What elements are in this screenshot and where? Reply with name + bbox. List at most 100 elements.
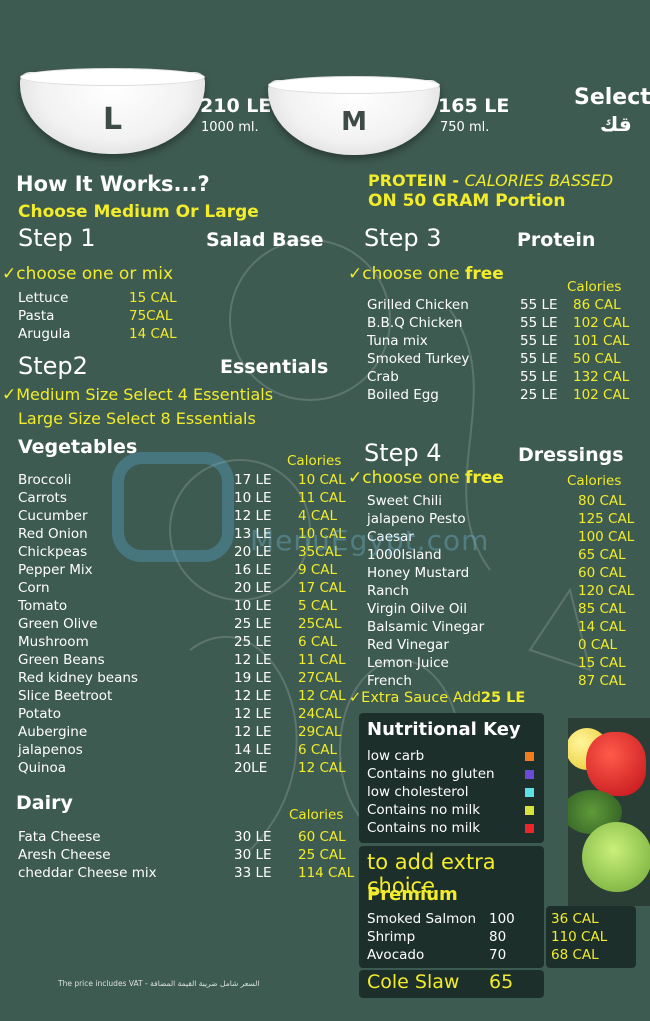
item-calories: 87 CAL	[578, 673, 626, 689]
list-item: Smoked Salmon 100 36 CAL	[367, 910, 637, 928]
item-name: Caesar	[367, 529, 414, 545]
item-calories: 14 CAL	[129, 326, 177, 342]
how-it-works-subtitle: Choose Medium Or Large	[18, 202, 259, 222]
cole-slaw-label: Cole Slaw	[367, 971, 460, 993]
item-calories: 10 CAL	[298, 472, 346, 488]
item-calories: 68 CAL	[551, 947, 599, 963]
item-price: 25 LE	[234, 616, 272, 632]
legend-label: low cholesterol	[367, 784, 469, 800]
step1-instruction-row: ✓choose one or mix	[2, 264, 173, 284]
medium-size-volume: 750 ml.	[440, 120, 490, 135]
protein-note-line1: PROTEIN - CALORIES BASSED	[368, 171, 613, 190]
legend-label: Contains no milk	[367, 820, 481, 836]
item-calories: 85 CAL	[578, 601, 626, 617]
item-calories: 101 CAL	[573, 333, 630, 349]
checkmark-icon: ✓	[349, 690, 362, 706]
list-item: Fata Cheese 30 LE 60 CAL	[18, 828, 348, 846]
select-heading: Select	[574, 85, 650, 110]
item-price: 16 LE	[234, 562, 272, 578]
legend-color-swatch	[525, 770, 534, 779]
item-name: Grilled Chicken	[367, 297, 469, 313]
item-calories: 15 CAL	[578, 655, 626, 671]
item-name: Aresh Cheese	[18, 847, 111, 863]
item-name: Sweet Chili	[367, 493, 443, 509]
legend-color-swatch	[525, 806, 534, 815]
list-item: Cucumber 12 LE 4 CAL	[18, 507, 348, 525]
dressing-list: Sweet Chili 80 CAL jalapeno Pesto 125 CAL Ca…	[367, 492, 637, 692]
item-name: Red Onion	[18, 526, 88, 542]
list-item: 1000Island 65 CAL	[367, 546, 637, 564]
item-name: jalapeno Pesto	[367, 511, 466, 527]
item-price: 12 LE	[234, 688, 272, 704]
medium-bowl-letter: M	[341, 107, 367, 137]
step4-label: Step 4	[364, 439, 442, 467]
nutritional-key-panel: Nutritional Key low carb Contains no glut…	[359, 713, 544, 843]
list-item: Avocado 70 68 CAL	[367, 946, 637, 964]
nutritional-key-title: Nutritional Key	[367, 719, 521, 740]
item-price: 55 LE	[520, 369, 558, 385]
list-item: Quinoa 20LE 12 CAL	[18, 759, 348, 777]
item-calories: 102 CAL	[573, 315, 630, 331]
item-calories: 12 CAL	[298, 760, 346, 776]
checkmark-icon: ✓	[2, 264, 17, 284]
dairy-title: Dairy	[16, 792, 73, 814]
item-name: Broccoli	[18, 472, 72, 488]
item-calories: 27CAL	[298, 670, 342, 686]
checkmark-icon: ✓	[348, 468, 363, 488]
item-calories: 10 CAL	[298, 526, 346, 542]
item-calories: 15 CAL	[129, 290, 177, 306]
protein-note-calories: CALORIES BASSED	[464, 171, 614, 190]
item-name: Virgin Oilve Oil	[367, 601, 468, 617]
large-bowl-image: L	[20, 68, 205, 154]
step1-label: Step 1	[18, 224, 96, 252]
list-item: B.B.Q Chicken 55 LE 102 CAL	[367, 314, 637, 332]
step1-title: Salad Base	[206, 229, 324, 251]
item-price: 25 LE	[520, 387, 558, 403]
step2-instruction-2: Large Size Select 8 Essentials	[18, 409, 256, 428]
list-item: Arugula 14 CAL	[18, 325, 198, 343]
list-item: Red Onion 13 LE 10 CAL	[18, 525, 348, 543]
item-name: Pasta	[18, 308, 55, 324]
step3-label: Step 3	[364, 224, 442, 252]
large-size-price: 210 LE	[200, 95, 272, 117]
item-name: Shrimp	[367, 929, 416, 945]
item-price: 100	[489, 911, 515, 927]
item-price: 13 LE	[234, 526, 272, 542]
legend-item: low carb	[367, 747, 537, 765]
item-name: Mushroom	[18, 634, 89, 650]
item-price: 20 LE	[234, 544, 272, 560]
item-name: Chickpeas	[18, 544, 88, 560]
item-name: Pepper Mix	[18, 562, 93, 578]
list-item: Pasta 75CAL	[18, 307, 198, 325]
item-price: 10 LE	[234, 598, 272, 614]
vegetables-title: Vegetables	[18, 436, 138, 458]
item-calories: 65 CAL	[578, 547, 626, 563]
item-calories: 5 CAL	[298, 598, 338, 614]
item-price: 17 LE	[234, 472, 272, 488]
step1-instruction: choose one or mix	[16, 264, 174, 284]
list-item: Broccoli 17 LE 10 CAL	[18, 471, 348, 489]
protein-note-label: PROTEIN -	[368, 171, 465, 190]
item-name: Crab	[367, 369, 399, 385]
item-calories: 86 CAL	[573, 297, 621, 313]
legend-color-swatch	[525, 824, 534, 833]
item-price: 12 LE	[234, 652, 272, 668]
list-item: Smoked Turkey 55 LE 50 CAL	[367, 350, 637, 368]
item-name: cheddar Cheese mix	[18, 865, 157, 881]
list-item: Grilled Chicken 55 LE 86 CAL	[367, 296, 637, 314]
item-calories: 29CAL	[298, 724, 342, 740]
extra-choice-list: Smoked Salmon 100 36 CAL Shrimp 80 110 CAL Avo…	[367, 910, 637, 966]
vegetables-list: Broccoli 17 LE 10 CAL Carrots 10 LE 11 CAL Cuc…	[18, 471, 348, 781]
item-name: French	[367, 673, 412, 689]
item-calories: 0 CAL	[578, 637, 618, 653]
item-calories: 114 CAL	[298, 865, 355, 881]
item-calories: 11 CAL	[298, 490, 346, 506]
item-calories: 102 CAL	[573, 387, 630, 403]
extra-sauce-row: ✓Extra Sauce Add25 LE	[349, 690, 525, 706]
legend-color-swatch	[525, 788, 534, 797]
protein-note-line2: ON 50 GRAM Portion	[368, 191, 566, 211]
item-name: Ranch	[367, 583, 409, 599]
legend-label: Contains no gluten	[367, 766, 495, 782]
item-name: Avocado	[367, 947, 425, 963]
item-price: 80	[489, 929, 507, 945]
